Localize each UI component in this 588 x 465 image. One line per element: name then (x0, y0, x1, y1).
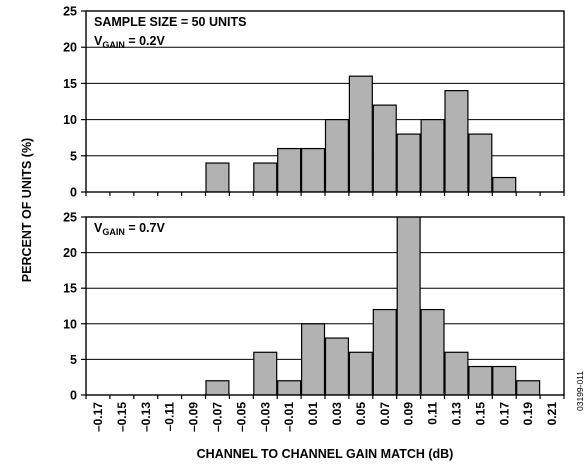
x-tick-label: 0.21 (545, 402, 559, 426)
y-tick-label: 15 (63, 77, 77, 91)
histogram-bar (277, 380, 302, 395)
x-tick-label: 0.07 (378, 402, 392, 426)
histogram-bar (348, 75, 373, 192)
histogram-bar (444, 90, 469, 192)
y-tick-label: 5 (70, 353, 77, 367)
histogram-bar (277, 147, 302, 192)
y-tick-label: 10 (63, 113, 77, 127)
y-tick-label: 10 (63, 317, 77, 331)
histogram-bar (301, 147, 326, 192)
histogram-bar (444, 351, 469, 395)
histogram-bar (396, 217, 421, 395)
x-tick-label: 0.05 (354, 402, 368, 426)
y-tick-label: 5 (70, 149, 77, 163)
x-tick-label: 0.11 (426, 402, 440, 425)
x-tick-label: –0.03 (258, 402, 272, 432)
x-tick-label: –0.09 (187, 402, 201, 432)
figure-id-label: 03199-011 (575, 370, 585, 412)
x-axis-title: CHANNEL TO CHANNEL GAIN MATCH (dB) (197, 447, 454, 461)
x-tick-label: 0.19 (521, 402, 535, 426)
x-tick-label: 0.13 (449, 402, 463, 426)
histogram-bar (205, 380, 230, 395)
x-tick-label: 0.09 (402, 402, 416, 426)
chart-panel-bottom: 0 5 10 15 20 25 VGAIN = 0.7V –0.17 –0.15 –0.13 –0.… (63, 211, 565, 461)
histogram-bar (468, 133, 493, 192)
x-tick-label: –0.17 (91, 402, 105, 432)
y-tick-label: 0 (70, 186, 77, 200)
y-tick-label: 0 (70, 389, 77, 403)
annotation: SAMPLE SIZE = 50 UNITS (94, 15, 246, 29)
histogram-bar (205, 162, 230, 192)
y-tick-label: 20 (63, 246, 77, 260)
annotation: VGAIN = 0.2V (94, 34, 165, 50)
histogram-bar (253, 351, 278, 395)
x-tick-label: –0.11 (163, 402, 177, 432)
x-tick-label: –0.13 (139, 402, 153, 432)
histogram-bar (420, 118, 445, 192)
x-tick-label: 0.03 (330, 402, 344, 426)
x-tick-label: 0.17 (497, 402, 511, 426)
y-tick-label: 20 (63, 41, 77, 55)
histogram-bar (468, 365, 493, 395)
bars-group (205, 217, 541, 395)
chart-panel-top: 0 5 10 15 20 25 SAMPLE SIZE = 50 UNITS VGAIN = … (63, 5, 565, 200)
y-tick-label: 25 (63, 211, 77, 225)
x-tick-label: –0.01 (282, 402, 296, 432)
histogram-bar (420, 308, 445, 395)
x-tick-label: 0.15 (473, 402, 487, 426)
y-tick-label: 15 (63, 282, 77, 296)
histogram-bar (348, 351, 373, 395)
histogram-bar (301, 323, 326, 395)
histogram-bar (396, 133, 421, 192)
histogram-bar (372, 308, 397, 395)
histogram-bar (253, 162, 278, 192)
histogram-bar (492, 176, 517, 192)
histogram-bar (324, 118, 349, 192)
x-tick-label: 0.01 (306, 402, 320, 426)
x-tick-label: –0.07 (210, 402, 224, 432)
y-tick-label: 25 (63, 5, 77, 19)
histogram-bar (516, 380, 541, 395)
histogram-bar (324, 337, 349, 395)
x-tick-label: –0.15 (115, 402, 129, 432)
histogram-bar (492, 365, 517, 395)
x-tick-label: –0.05 (234, 402, 248, 432)
bars-group (205, 75, 517, 192)
histogram-bar (372, 104, 397, 192)
annotation: VGAIN = 0.7V (94, 221, 165, 237)
